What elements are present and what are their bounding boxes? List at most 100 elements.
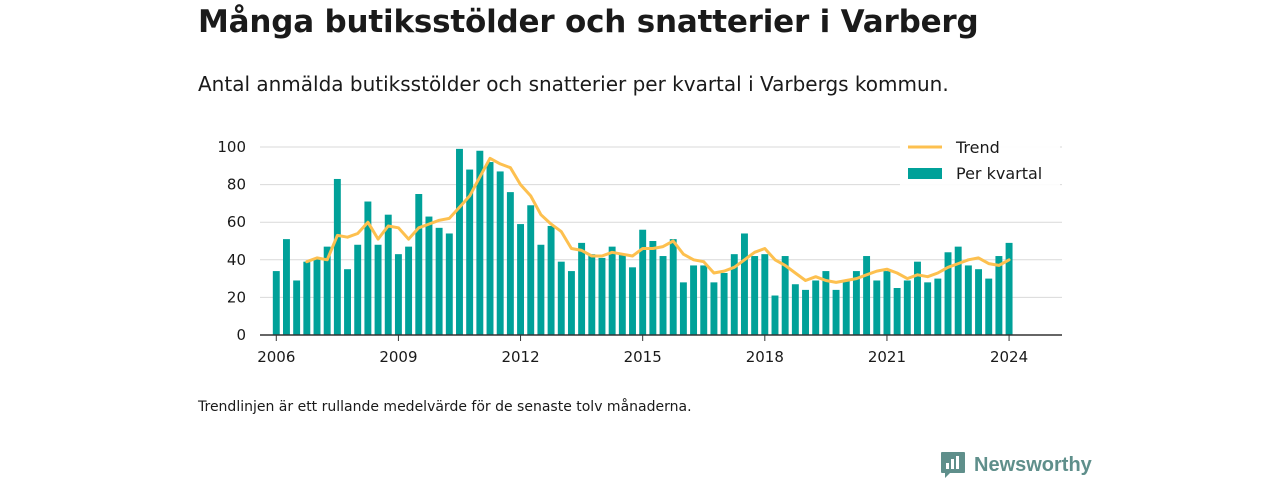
bar <box>618 254 626 335</box>
y-tick-label: 80 <box>227 176 246 194</box>
axes: 0 20 40 60 80 100 2006 2009 2012 2015 2018 2021 2024 <box>217 138 1062 366</box>
bar <box>354 244 362 335</box>
y-tick-label: 0 <box>236 326 246 344</box>
bar <box>700 265 708 335</box>
bar <box>690 265 698 335</box>
bar <box>1005 242 1013 335</box>
x-tick-label: 2021 <box>868 348 906 366</box>
newsworthy-logo: Newsworthy <box>940 451 1092 479</box>
legend-bar-label: Per kvartal <box>956 164 1042 183</box>
bar <box>720 272 728 335</box>
x-tick-label: 2012 <box>501 348 539 366</box>
bar <box>832 289 840 335</box>
bar <box>995 256 1003 335</box>
bar <box>425 216 433 335</box>
bar <box>914 261 921 335</box>
bar <box>964 265 972 335</box>
y-tick-label: 40 <box>227 251 246 269</box>
x-tick-label: 2009 <box>379 348 417 366</box>
bar <box>903 280 911 335</box>
bar <box>486 162 494 335</box>
chart-title: Många butiksstölder och snatterier i Var… <box>198 4 979 40</box>
bar <box>608 246 616 335</box>
bar <box>435 227 443 335</box>
bar <box>537 244 545 335</box>
bar <box>740 233 748 335</box>
bar <box>629 267 636 335</box>
x-tick-label: 2006 <box>257 348 295 366</box>
bar <box>578 242 586 335</box>
bar <box>934 278 942 335</box>
y-tick-label: 100 <box>217 138 246 156</box>
bar <box>394 254 402 335</box>
bar <box>679 282 687 335</box>
footnote: Trendlinjen är ett rullande medelvärde f… <box>198 399 692 415</box>
bar <box>802 289 809 335</box>
bar <box>598 257 606 335</box>
bar <box>873 280 881 335</box>
bar <box>751 256 759 335</box>
bar <box>557 261 565 335</box>
y-tick-label: 20 <box>227 288 246 306</box>
bar <box>893 288 901 335</box>
bar <box>944 252 952 335</box>
bar <box>323 246 331 335</box>
chart-subtitle: Antal anmälda butiksstölder och snatteri… <box>198 72 949 96</box>
bar <box>333 178 341 335</box>
bar <box>272 271 280 335</box>
bar <box>842 280 850 335</box>
bar <box>415 194 423 335</box>
bar <box>456 148 463 335</box>
bar <box>588 254 596 335</box>
x-tick-label: 2015 <box>624 348 662 366</box>
bar <box>730 254 738 335</box>
bar-chart-speech-bubble-icon <box>941 452 965 478</box>
bar <box>384 214 392 335</box>
bar <box>405 246 413 335</box>
bars <box>272 148 1013 335</box>
legend-trend-label: Trend <box>955 138 1000 157</box>
bar <box>954 246 962 335</box>
bar <box>547 225 555 335</box>
bar <box>659 256 667 335</box>
bar <box>822 271 830 335</box>
bar <box>476 150 484 335</box>
bar <box>761 254 769 335</box>
brand-name: Newsworthy <box>974 453 1092 476</box>
trend-line <box>305 156 1011 284</box>
bar <box>791 284 799 335</box>
bar <box>863 256 871 335</box>
bar <box>344 269 351 335</box>
bar <box>283 239 290 335</box>
bar <box>649 241 657 335</box>
bar <box>527 205 535 335</box>
bar <box>669 239 677 335</box>
y-tick-label: 60 <box>227 213 246 231</box>
bar <box>771 295 779 335</box>
bar <box>639 229 647 335</box>
bar <box>567 271 575 335</box>
bar <box>466 169 474 335</box>
legend-bar-swatch <box>908 168 942 179</box>
bar <box>506 192 514 335</box>
bar <box>496 171 504 335</box>
bar <box>313 257 321 335</box>
bar <box>364 201 372 335</box>
trend-polyline <box>305 156 1011 284</box>
bar <box>812 280 820 335</box>
bar <box>852 271 860 335</box>
bar <box>781 256 789 335</box>
x-tick-label: 2018 <box>746 348 784 366</box>
x-tick-label: 2024 <box>990 348 1028 366</box>
legend: Trend Per kvartal <box>900 131 1060 187</box>
bar <box>517 224 525 335</box>
bar <box>374 244 382 335</box>
bar <box>303 261 311 335</box>
bar <box>924 282 932 335</box>
bar <box>883 271 891 335</box>
bar <box>985 278 993 335</box>
bar <box>710 282 718 335</box>
bar <box>293 280 301 335</box>
bar <box>445 233 453 335</box>
